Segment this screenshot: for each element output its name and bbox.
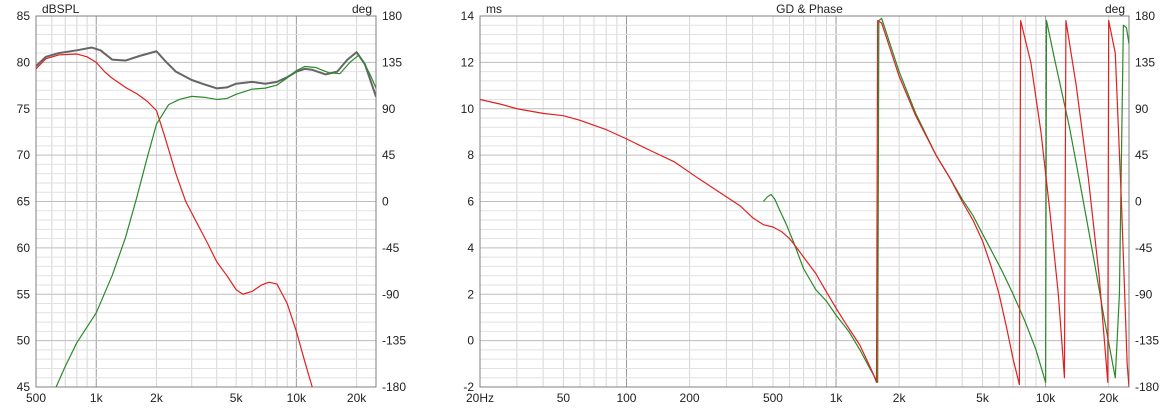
gd-x-tick-label: 50 xyxy=(557,391,571,405)
spl-x-tick-label: 2k xyxy=(150,391,164,405)
spl-y-right-tick-label: 180 xyxy=(382,9,402,23)
spl-y-right-tick-label: 90 xyxy=(382,102,396,116)
gd-y-right-tick-label: 135 xyxy=(1135,55,1155,69)
gd-right-axis-unit: deg xyxy=(1105,2,1125,16)
gd-x-tick-label: 100 xyxy=(616,391,636,405)
spl-y-left-tick-label: 50 xyxy=(17,334,31,348)
spl-left-axis-unit: dBSPL xyxy=(42,2,80,16)
spl-y-right-tick-label: -45 xyxy=(382,241,400,255)
gd-y-left-tick-label: 10 xyxy=(461,102,475,116)
gd-y-right-tick-label: 45 xyxy=(1135,148,1149,162)
gd-left-axis-unit: ms xyxy=(486,2,502,16)
gd-y-left-tick-label: 0 xyxy=(467,334,474,348)
spl-y-left-tick-label: 55 xyxy=(17,287,31,301)
gd-y-left-tick-label: 2 xyxy=(467,287,474,301)
gd-y-right-tick-label: -45 xyxy=(1135,241,1153,255)
spl-y-left-tick-label: 60 xyxy=(17,241,31,255)
gd-x-tick-label: 10k xyxy=(1036,391,1056,405)
gd-x-tick-label: 5k xyxy=(976,391,990,405)
spl-x-tick-label: 1k xyxy=(90,391,104,405)
gd-x-tick-label: 2k xyxy=(893,391,907,405)
gd-y-left-tick-label: -2 xyxy=(463,380,474,394)
gd-y-right-tick-label: 180 xyxy=(1135,9,1155,23)
spl-y-left-tick-label: 75 xyxy=(17,102,31,116)
spl-right-axis-unit: deg xyxy=(352,2,372,16)
spl-series-line-3 xyxy=(55,54,376,387)
gd-phase-panel: 20Hz 50 100 200 500 1k 2k 5k 10k 20k -2 0 2 4 6 8 10 12 14… xyxy=(461,2,1160,405)
spl-y-left-tick-label: 85 xyxy=(17,9,31,23)
spl-series-line-1 xyxy=(36,46,376,98)
spl-y-right-tick-label: 0 xyxy=(382,195,389,209)
spl-y-right-tick-label: -135 xyxy=(382,334,406,348)
spl-x-tick-label: 5k xyxy=(230,391,244,405)
gd-y-right-tick-label: -90 xyxy=(1135,287,1153,301)
spl-y-right-tick-label: -180 xyxy=(382,380,406,394)
spl-series-line-2 xyxy=(36,53,313,387)
gd-y-left-tick-label: 8 xyxy=(467,148,474,162)
gd-y-right-tick-label: -180 xyxy=(1135,380,1159,394)
gd-x-tick-label: 20Hz xyxy=(466,391,494,405)
gd-x-tick-label: 500 xyxy=(763,391,783,405)
gd-x-tick-label: 1k xyxy=(830,391,844,405)
spl-y-right-tick-label: -90 xyxy=(382,287,400,301)
spl-y-left-tick-label: 45 xyxy=(17,380,31,394)
gd-y-left-tick-label: 14 xyxy=(461,9,475,23)
gd-y-right-tick-label: 90 xyxy=(1135,102,1149,116)
gd-y-right-tick-label: 0 xyxy=(1135,195,1142,209)
gd-chart-title: GD & Phase xyxy=(776,2,843,16)
spl-phase-panel: 500 1k 2k 5k 10k 20k 45 50 55 60 65 70 75 80 85 -180 -13… xyxy=(17,2,407,405)
gd-x-tick-label: 20k xyxy=(1099,391,1119,405)
spl-x-tick-label: 10k xyxy=(287,391,307,405)
spl-plot-frame xyxy=(35,15,377,388)
gd-plot-frame xyxy=(479,15,1130,388)
spl-y-left-tick-label: 80 xyxy=(17,55,31,69)
spl-x-tick-label: 500 xyxy=(26,391,46,405)
gd-series-line-2 xyxy=(480,20,1129,387)
gd-y-left-tick-label: 4 xyxy=(467,241,474,255)
spl-y-left-tick-label: 70 xyxy=(17,148,31,162)
spl-y-right-tick-label: 135 xyxy=(382,55,402,69)
gd-y-right-tick-label: -135 xyxy=(1135,334,1159,348)
gd-y-left-tick-label: 6 xyxy=(467,195,474,209)
spl-x-tick-label: 20k xyxy=(347,391,367,405)
spl-y-right-tick-label: 45 xyxy=(382,148,396,162)
spl-y-left-tick-label: 65 xyxy=(17,195,31,209)
gd-x-tick-label: 200 xyxy=(680,391,700,405)
gd-y-left-tick-label: 12 xyxy=(461,55,475,69)
